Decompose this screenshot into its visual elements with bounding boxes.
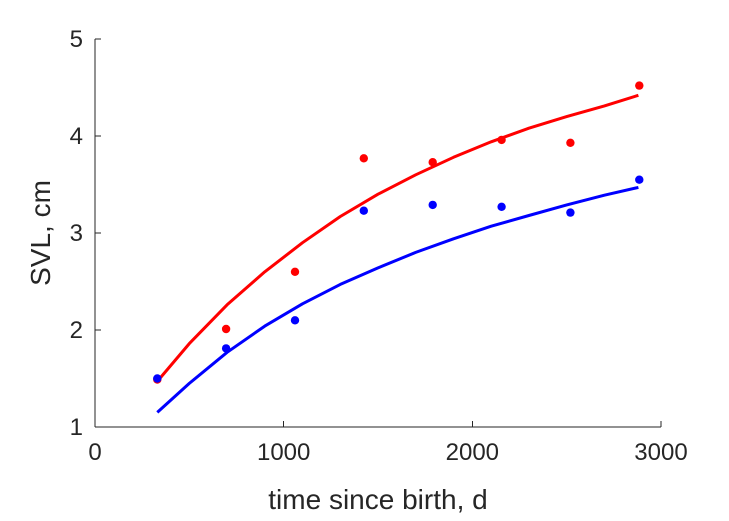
data-point — [221, 344, 231, 353]
data-point — [566, 138, 575, 147]
y-axis-ticks: 1 2 3 4 5 — [70, 26, 101, 441]
y-tick-label: 1 — [70, 414, 83, 441]
data-point — [359, 154, 368, 163]
x-axis-label: time since birth, d — [268, 484, 487, 515]
data-point — [635, 81, 644, 90]
y-tick-label: 3 — [70, 220, 83, 247]
fit-line-0 — [156, 93, 639, 383]
data-points — [153, 81, 644, 384]
y-tick-label: 2 — [70, 317, 83, 344]
x-tick-label: 1000 — [257, 439, 310, 466]
x-axis-ticks: 0 1000 2000 3000 — [88, 421, 688, 466]
x-tick-label: 2000 — [446, 439, 499, 466]
y-axis-label: SVL, cm — [25, 180, 56, 286]
fit-lines — [156, 93, 639, 414]
data-point — [635, 175, 644, 184]
data-point — [566, 208, 575, 217]
y-tick-label: 4 — [70, 123, 83, 150]
fit-line-1 — [156, 185, 639, 414]
data-point — [359, 206, 368, 215]
data-point — [221, 324, 231, 334]
data-point — [290, 267, 300, 276]
x-tick-label: 3000 — [634, 439, 687, 466]
data-point — [153, 374, 162, 383]
data-point — [290, 316, 300, 325]
data-point — [428, 158, 437, 167]
y-tick-label: 5 — [70, 26, 83, 53]
x-tick-label: 0 — [88, 439, 101, 466]
data-point — [497, 135, 506, 145]
data-point — [497, 202, 506, 211]
data-point — [428, 200, 437, 210]
